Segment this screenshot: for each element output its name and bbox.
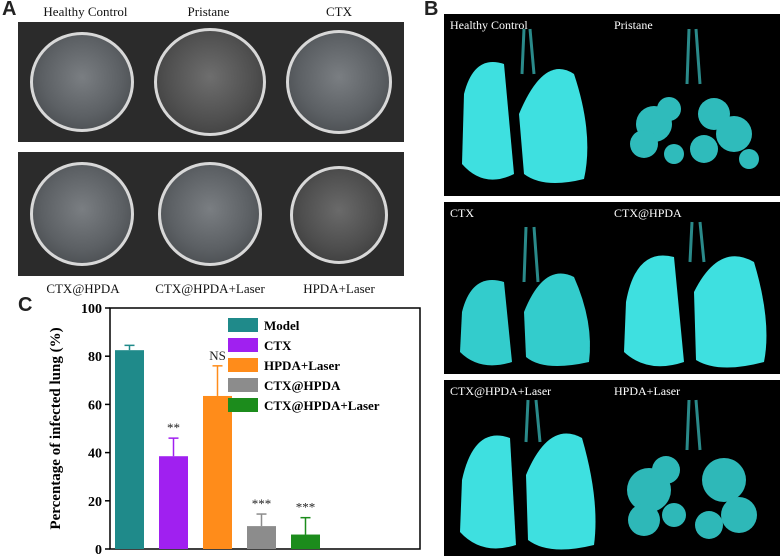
significance-label: NS bbox=[209, 348, 226, 363]
ct-label-pristane: Pristane bbox=[187, 4, 230, 19]
lung-label-ctx-hpda-laser: CTX@HPDA+Laser bbox=[450, 384, 552, 398]
ct-image-ctx-hpda-laser bbox=[146, 152, 274, 276]
bar-4 bbox=[247, 526, 276, 549]
lung-label-healthy: Healthy Control bbox=[450, 18, 528, 32]
lung-render-pristane: Pristane bbox=[604, 14, 780, 196]
lung-render-healthy: Healthy Control bbox=[444, 14, 604, 196]
legend-swatch bbox=[228, 338, 258, 352]
y-axis-label: Percentage of infected lung (%) bbox=[48, 327, 64, 529]
ct-label-ctx-hpda: CTX@HPDA bbox=[46, 281, 120, 296]
ct-label-ctx-hpda-laser: CTX@HPDA+Laser bbox=[155, 281, 265, 296]
legend-swatch bbox=[228, 398, 258, 412]
lung-label-ctx: CTX bbox=[450, 206, 474, 220]
lung-label-ctx-hpda: CTX@HPDA bbox=[614, 206, 682, 220]
ct-image-pristane bbox=[146, 22, 274, 142]
significance-label: *** bbox=[296, 500, 316, 515]
lung-render-hpda-laser: HPDA+Laser bbox=[604, 380, 780, 556]
lung-render-ctx: CTX bbox=[444, 202, 604, 374]
bar-1 bbox=[115, 350, 144, 549]
legend-swatch bbox=[228, 358, 258, 372]
panel-letter-a: A bbox=[2, 0, 17, 20]
panel-letter-c: C bbox=[18, 294, 33, 316]
bar-2 bbox=[159, 456, 188, 549]
significance-label: ** bbox=[167, 420, 180, 435]
infected-lung-bar-chart: 0 20 40 60 80 100 Percentage of infected lung … bbox=[48, 302, 421, 558]
lung-render-ctx-hpda-laser: CTX@HPDA+Laser bbox=[444, 380, 604, 556]
ct-image-ctx bbox=[274, 22, 404, 142]
panel-letter-b: B bbox=[424, 0, 439, 20]
legend-label: CTX@HPDA+Laser bbox=[264, 398, 380, 413]
legend-swatch bbox=[228, 318, 258, 332]
lung-label-hpda-laser: HPDA+Laser bbox=[614, 384, 681, 398]
ct-image-healthy bbox=[18, 22, 146, 142]
legend-label: CTX@HPDA bbox=[264, 378, 341, 393]
legend-label: Model bbox=[264, 318, 300, 333]
significance-label: *** bbox=[252, 496, 272, 511]
bar-3 bbox=[203, 395, 232, 549]
ct-label-ctx: CTX bbox=[326, 4, 352, 19]
y-tick-label: 80 bbox=[88, 350, 102, 365]
ct-label-hpda-laser: HPDA+Laser bbox=[303, 281, 375, 296]
lung-render-ctx-hpda: CTX@HPDA bbox=[604, 202, 780, 374]
legend-label: HPDA+Laser bbox=[264, 358, 340, 373]
y-tick-label: 40 bbox=[88, 447, 102, 462]
ct-image-ctx-hpda bbox=[18, 152, 146, 276]
legend-label: CTX bbox=[264, 338, 292, 353]
ct-image-hpda-laser bbox=[274, 152, 404, 276]
y-tick-label: 0 bbox=[95, 543, 102, 558]
legend-swatch bbox=[228, 378, 258, 392]
y-tick-label: 100 bbox=[81, 302, 102, 317]
y-tick-label: 20 bbox=[88, 495, 102, 510]
lung-label-pristane: Pristane bbox=[614, 18, 653, 32]
bar-5 bbox=[291, 534, 320, 549]
ct-label-healthy: Healthy Control bbox=[43, 4, 128, 19]
y-tick-label: 60 bbox=[88, 398, 102, 413]
